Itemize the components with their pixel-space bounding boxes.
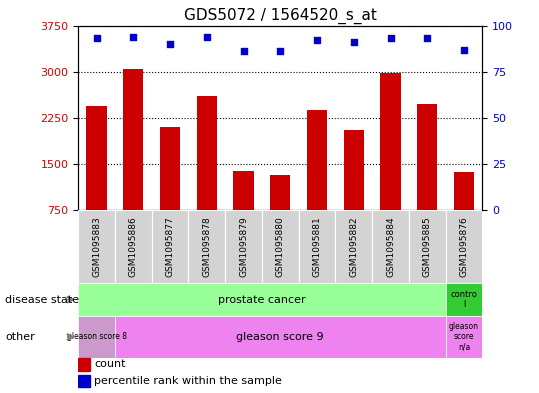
Text: GSM1095886: GSM1095886 <box>129 216 138 277</box>
Point <box>203 33 211 40</box>
Text: GSM1095884: GSM1095884 <box>386 216 395 277</box>
Bar <box>446 316 482 358</box>
Point <box>92 35 101 42</box>
Text: count: count <box>94 359 126 369</box>
Point <box>129 33 137 40</box>
Text: GSM1095883: GSM1095883 <box>92 216 101 277</box>
Bar <box>160 127 180 210</box>
Point <box>165 41 174 47</box>
Bar <box>233 171 254 210</box>
Bar <box>151 210 189 283</box>
Bar <box>454 172 474 210</box>
Point <box>423 35 432 42</box>
Text: prostate cancer: prostate cancer <box>218 295 306 305</box>
Text: GSM1095882: GSM1095882 <box>349 216 358 277</box>
Bar <box>262 210 299 283</box>
Text: GSM1095877: GSM1095877 <box>165 216 175 277</box>
Point <box>349 39 358 45</box>
Text: percentile rank within the sample: percentile rank within the sample <box>94 376 282 386</box>
Bar <box>78 375 91 387</box>
Point <box>239 48 248 55</box>
Bar <box>197 96 217 210</box>
Text: gleason score 8: gleason score 8 <box>66 332 127 342</box>
Bar <box>344 130 364 210</box>
Bar <box>381 73 400 210</box>
Text: other: other <box>5 332 35 342</box>
Text: GSM1095880: GSM1095880 <box>276 216 285 277</box>
Text: GSM1095878: GSM1095878 <box>202 216 211 277</box>
Bar <box>78 316 115 358</box>
Bar <box>335 210 372 283</box>
Text: GSM1095879: GSM1095879 <box>239 216 248 277</box>
Bar <box>446 210 482 283</box>
Bar <box>225 210 262 283</box>
Bar <box>115 316 446 358</box>
Point <box>386 35 395 42</box>
Text: GSM1095876: GSM1095876 <box>460 216 468 277</box>
Bar <box>78 358 91 371</box>
Bar <box>123 69 143 210</box>
Text: GSM1095881: GSM1095881 <box>313 216 322 277</box>
Bar <box>78 210 115 283</box>
Bar <box>115 210 151 283</box>
Text: gleason score 9: gleason score 9 <box>237 332 324 342</box>
Bar <box>409 210 446 283</box>
Bar <box>189 210 225 283</box>
Title: GDS5072 / 1564520_s_at: GDS5072 / 1564520_s_at <box>184 8 377 24</box>
Text: disease state: disease state <box>5 295 80 305</box>
Bar <box>270 174 291 210</box>
Point <box>276 48 285 55</box>
Text: gleason
score
n/a: gleason score n/a <box>449 322 479 352</box>
Bar <box>299 210 335 283</box>
Point <box>460 46 468 53</box>
Text: GSM1095885: GSM1095885 <box>423 216 432 277</box>
Bar <box>307 110 327 210</box>
Bar <box>446 283 482 316</box>
Text: contro
l: contro l <box>451 290 478 309</box>
Point <box>313 37 321 44</box>
Bar <box>86 106 107 210</box>
Bar <box>417 104 437 210</box>
Bar <box>372 210 409 283</box>
